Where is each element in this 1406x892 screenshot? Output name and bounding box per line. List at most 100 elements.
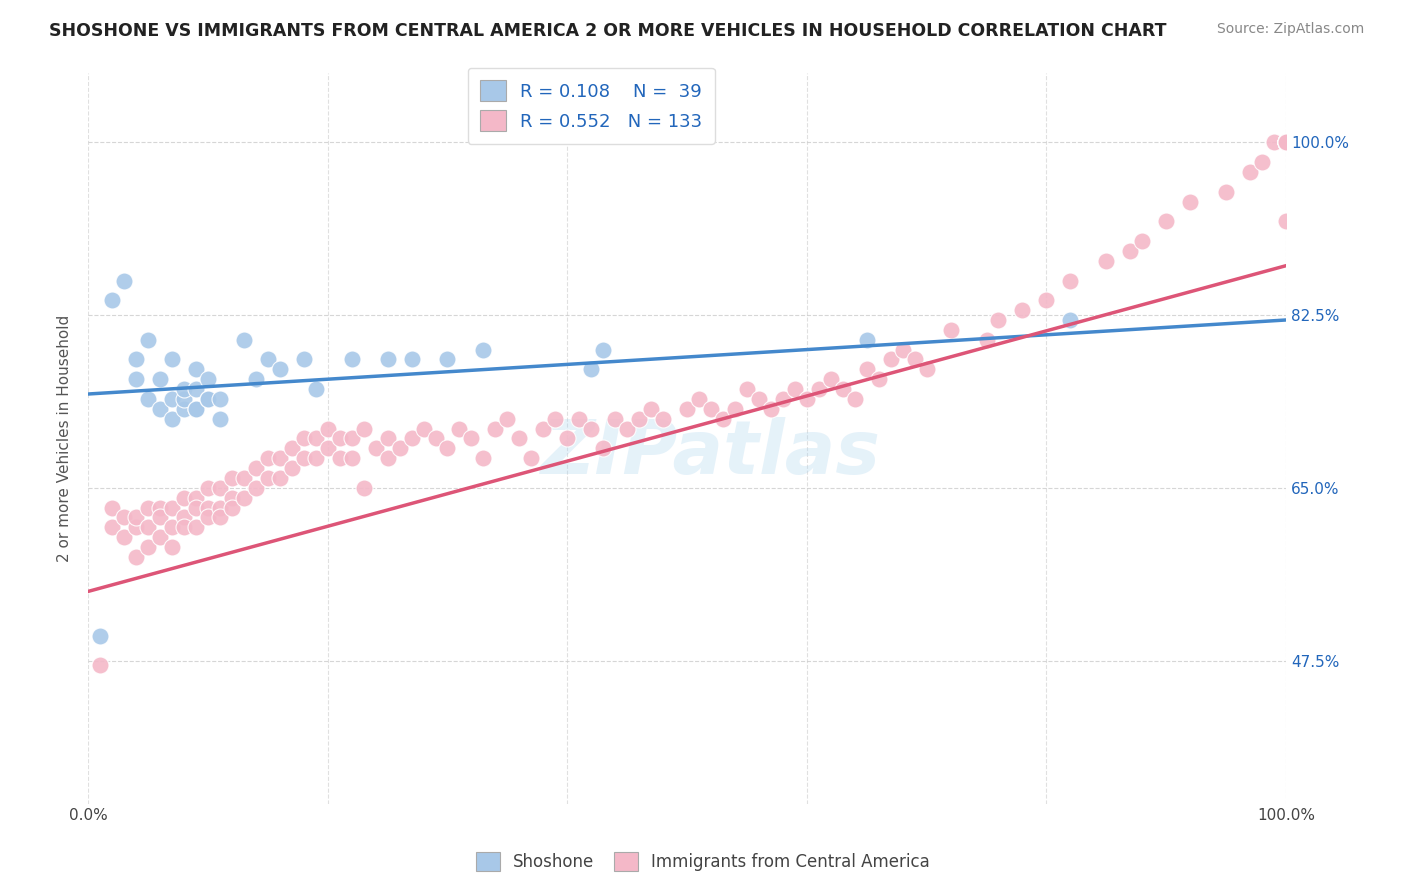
Point: [173, 382, 195, 396]
Point: [329, 432, 352, 446]
Point: [136, 540, 159, 554]
Point: [149, 372, 172, 386]
Point: [544, 411, 567, 425]
Point: [1178, 194, 1201, 209]
Point: [256, 352, 278, 367]
Point: [388, 442, 411, 456]
Point: [735, 382, 758, 396]
Point: [208, 392, 231, 406]
Point: [652, 411, 675, 425]
Point: [449, 421, 471, 435]
Point: [281, 461, 304, 475]
Point: [112, 273, 135, 287]
Point: [232, 491, 254, 505]
Point: [1275, 136, 1298, 150]
Point: [197, 500, 219, 515]
Point: [1035, 293, 1057, 308]
Text: SHOSHONE VS IMMIGRANTS FROM CENTRAL AMERICA 2 OR MORE VEHICLES IN HOUSEHOLD CORR: SHOSHONE VS IMMIGRANTS FROM CENTRAL AMER…: [49, 22, 1167, 40]
Point: [160, 520, 183, 534]
Point: [939, 323, 962, 337]
Point: [184, 401, 207, 416]
Point: [531, 421, 554, 435]
Point: [904, 352, 927, 367]
Point: [976, 333, 998, 347]
Point: [364, 442, 387, 456]
Point: [401, 432, 423, 446]
Point: [1275, 136, 1298, 150]
Point: [184, 401, 207, 416]
Point: [305, 382, 328, 396]
Point: [184, 382, 207, 396]
Point: [136, 392, 159, 406]
Point: [101, 520, 124, 534]
Text: Source: ZipAtlas.com: Source: ZipAtlas.com: [1216, 22, 1364, 37]
Point: [855, 333, 877, 347]
Point: [256, 451, 278, 466]
Point: [305, 432, 328, 446]
Point: [184, 362, 207, 376]
Point: [101, 293, 124, 308]
Point: [987, 313, 1010, 327]
Point: [1275, 136, 1298, 150]
Point: [855, 362, 877, 376]
Point: [221, 471, 243, 485]
Point: [628, 411, 651, 425]
Point: [184, 491, 207, 505]
Point: [112, 530, 135, 544]
Point: [460, 432, 482, 446]
Point: [149, 530, 172, 544]
Point: [1275, 136, 1298, 150]
Point: [484, 421, 506, 435]
Point: [401, 352, 423, 367]
Point: [377, 352, 399, 367]
Point: [555, 432, 578, 446]
Point: [353, 481, 375, 495]
Point: [292, 352, 315, 367]
Point: [160, 411, 183, 425]
Point: [568, 411, 591, 425]
Point: [1215, 185, 1237, 199]
Point: [256, 471, 278, 485]
Point: [221, 500, 243, 515]
Point: [160, 352, 183, 367]
Point: [269, 362, 291, 376]
Point: [640, 401, 662, 416]
Point: [160, 500, 183, 515]
Point: [316, 442, 339, 456]
Point: [292, 432, 315, 446]
Point: [125, 520, 148, 534]
Point: [1130, 234, 1153, 248]
Point: [425, 432, 447, 446]
Point: [125, 352, 148, 367]
Point: [125, 510, 148, 524]
Point: [472, 343, 495, 357]
Point: [1275, 136, 1298, 150]
Point: [1059, 273, 1081, 287]
Point: [149, 401, 172, 416]
Point: [1275, 136, 1298, 150]
Point: [160, 540, 183, 554]
Point: [1275, 136, 1298, 150]
Point: [221, 491, 243, 505]
Point: [436, 442, 458, 456]
Point: [844, 392, 866, 406]
Point: [891, 343, 914, 357]
Point: [232, 471, 254, 485]
Point: [197, 392, 219, 406]
Point: [581, 421, 603, 435]
Point: [783, 382, 806, 396]
Point: [581, 362, 603, 376]
Point: [1275, 136, 1298, 150]
Point: [1251, 155, 1274, 169]
Point: [1239, 165, 1261, 179]
Point: [676, 401, 699, 416]
Point: [340, 451, 363, 466]
Point: [136, 500, 159, 515]
Point: [1095, 253, 1118, 268]
Point: [1011, 303, 1033, 318]
Point: [269, 471, 291, 485]
Point: [245, 461, 267, 475]
Point: [605, 411, 627, 425]
Point: [868, 372, 890, 386]
Point: [184, 520, 207, 534]
